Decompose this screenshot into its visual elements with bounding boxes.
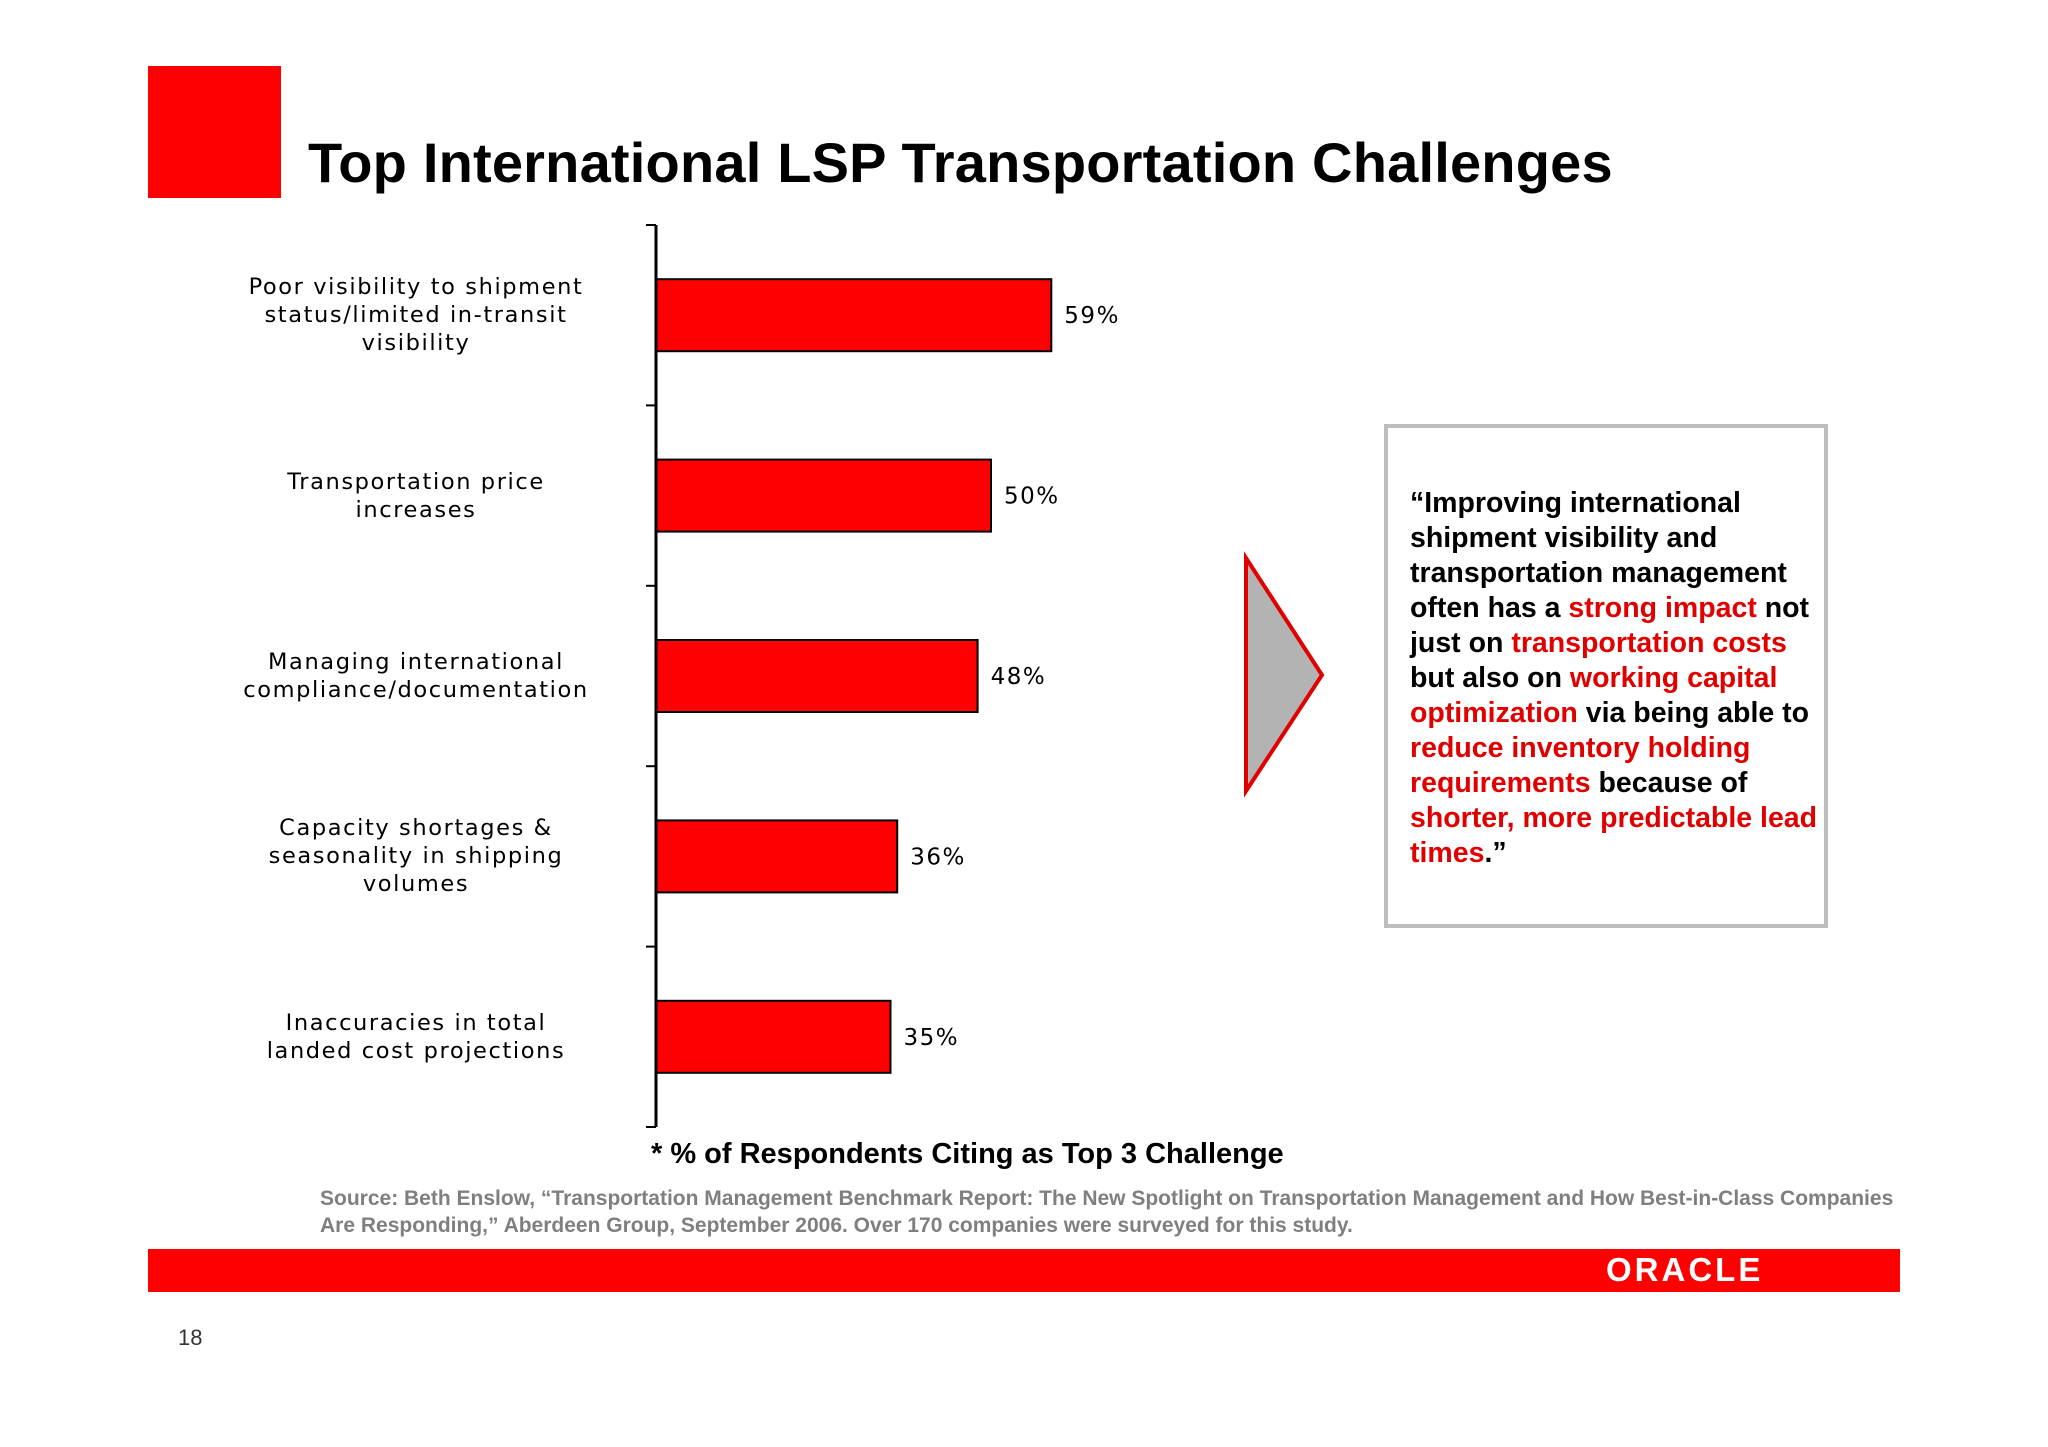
red-accent-square [148,66,281,198]
category-label-line: increases [355,496,477,523]
data-label: 48% [991,664,1047,690]
footer-bar [148,1249,1900,1292]
data-label: 59% [1064,303,1120,329]
quote-segment: “Improving international shipment visibi… [1410,487,1787,624]
category-label: Transportation price increases [206,468,626,524]
x-axis-label: * % of Respondents Citing as Top 3 Chall… [651,1138,1284,1170]
category-label-line: landed cost projections [266,1037,566,1064]
quote-highlight: working capital optimization [1410,662,1778,729]
quote-box: “Improving international shipment visibi… [1384,424,1828,928]
bar [655,639,979,713]
category-label: Capacity shortages & seasonality in shipp… [206,814,626,898]
category-label-line: seasonality in shipping [268,843,564,870]
page-number: 18 [178,1325,203,1350]
quote-segment: not just on [1410,592,1810,659]
bar [655,999,892,1074]
category-label-line: Managing international [268,649,564,675]
oracle-logo: ORACLE [1606,1251,1764,1288]
category-label-line: Capacity shortages & [279,815,553,842]
quote-segment: but also on [1410,662,1570,694]
quote-highlight: shorter, more predictable lead times [1410,802,1818,869]
data-label: 36% [910,844,966,870]
data-label: 35% [904,1025,960,1051]
bar [655,819,899,894]
category-label-line: Poor visibility to shipment [248,274,584,301]
category-label: Inaccuracies in total landed cost project… [206,1009,626,1065]
source-citation: Source: Beth Enslow, “Transportation Man… [320,1187,1894,1237]
bar [655,458,992,533]
quote-highlight: transportation costs [1511,627,1787,659]
quote-highlight: reduce inventory holding requirements [1410,732,1751,799]
category-label-line: Inaccuracies in total [285,1009,547,1036]
data-label: 50% [1004,484,1060,510]
quote-segment: via being able to [1577,697,1810,729]
category-label-line: status/limited in-transit [264,302,568,329]
arrow-icon [1244,551,1325,798]
quote-highlight: strong impact [1568,592,1757,624]
category-label-line: visibility [361,330,471,357]
category-label: Poor visibility to shipment status/limite… [206,273,626,357]
quote-text: “Improving international shipment visibi… [1410,486,1830,871]
category-label-line: volumes [362,871,470,898]
quote-segment: .” [1484,837,1507,869]
quote-segment: because of [1590,767,1748,799]
bar [655,278,1053,353]
category-label: Managing international compliance/documen… [206,648,626,704]
category-label-line: compliance/documentation [243,677,589,703]
category-label-line: Transportation price [287,468,545,495]
page-title: Top International LSP Transportation Cha… [308,131,1613,194]
